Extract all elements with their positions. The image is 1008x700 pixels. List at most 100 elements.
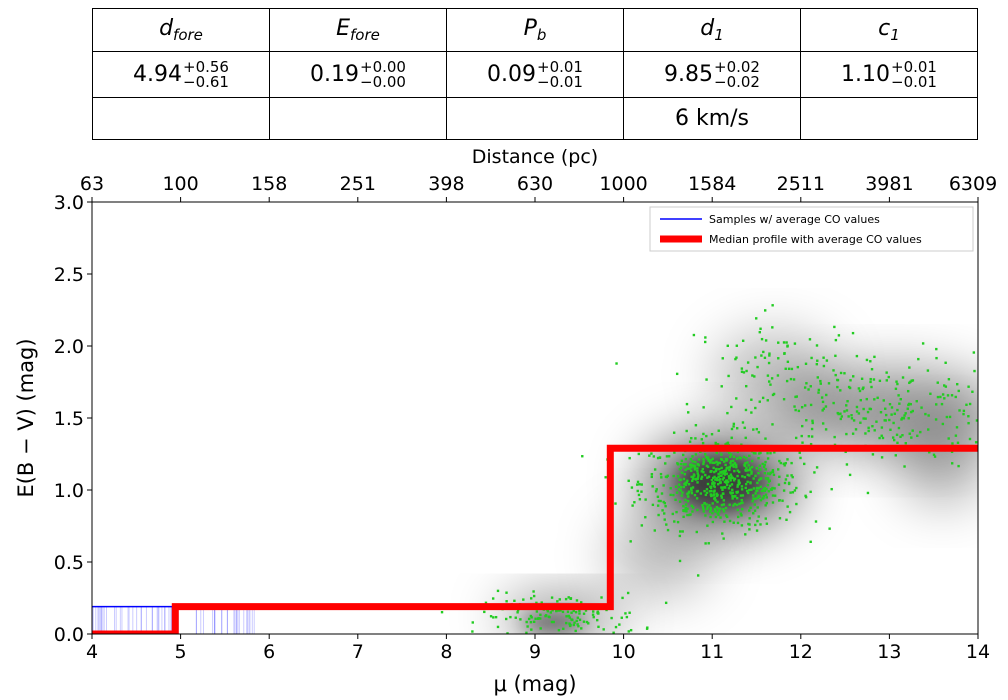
samples-line <box>92 447 978 608</box>
star-point <box>708 504 711 507</box>
star-point <box>625 615 629 619</box>
star-point <box>684 468 687 472</box>
star-point <box>917 357 920 361</box>
star-point <box>730 405 733 409</box>
star-point <box>878 379 882 383</box>
star-point <box>967 421 970 425</box>
star-point <box>769 451 772 455</box>
star-point <box>740 367 744 370</box>
star-point <box>621 596 624 600</box>
star-point <box>875 420 878 423</box>
table-extra-row: 6 km/s <box>92 97 978 140</box>
star-point <box>971 390 974 393</box>
star-point <box>746 480 749 484</box>
star-point <box>762 496 765 500</box>
star-point <box>855 354 859 358</box>
star-point <box>783 481 787 485</box>
star-point <box>880 434 883 437</box>
x-tick-label: 12 <box>789 641 813 663</box>
star-point <box>679 478 682 482</box>
star-point <box>777 357 780 360</box>
star-point <box>682 508 685 512</box>
star-point <box>696 574 700 577</box>
star-point <box>730 492 733 495</box>
star-point <box>720 385 723 388</box>
star-point <box>787 481 791 485</box>
star-point <box>692 333 696 337</box>
star-point <box>724 514 728 517</box>
x-tick-label: 11 <box>700 641 724 663</box>
star-point <box>540 601 543 604</box>
star-point <box>680 459 684 463</box>
star-point <box>768 354 771 357</box>
star-point <box>837 334 841 337</box>
star-point <box>741 475 744 478</box>
star-point <box>714 441 717 445</box>
star-point <box>943 384 946 387</box>
star-point <box>771 468 775 472</box>
star-point <box>710 489 713 493</box>
star-point <box>707 542 710 545</box>
star-point <box>811 419 814 423</box>
star-point <box>717 461 720 464</box>
star-point <box>767 361 771 365</box>
star-point <box>760 354 763 357</box>
y-tick-label: 3.0 <box>54 192 84 214</box>
star-point <box>576 616 580 619</box>
star-point <box>741 507 744 511</box>
star-point <box>754 497 757 500</box>
star-point <box>763 489 767 493</box>
star-point <box>716 507 719 510</box>
star-point <box>830 487 833 491</box>
star-point <box>773 451 776 454</box>
star-point <box>783 464 786 467</box>
star-point <box>575 599 579 602</box>
star-point <box>711 511 714 515</box>
star-point <box>772 392 776 396</box>
star-point <box>821 422 825 425</box>
star-point <box>610 616 613 620</box>
star-point <box>754 474 757 478</box>
star-point <box>558 598 561 601</box>
star-point <box>672 431 676 434</box>
x-tick-label: 4 <box>86 641 98 663</box>
x-tick-label: 10 <box>612 641 636 663</box>
star-point <box>637 493 641 497</box>
star-point <box>691 479 694 483</box>
x-axis-label: μ (mag) <box>493 672 576 696</box>
value-cell: 4.94 +0.56 −0.61 <box>92 51 270 98</box>
star-point <box>534 617 537 620</box>
star-point <box>675 510 678 514</box>
star-point <box>768 352 771 355</box>
star-point <box>741 501 744 504</box>
star-point <box>767 380 771 383</box>
x-tick-label: 8 <box>440 641 452 663</box>
star-point <box>584 609 588 612</box>
star-point <box>696 477 699 481</box>
density-blob <box>898 418 978 505</box>
star-point <box>738 502 741 506</box>
star-point <box>720 453 723 456</box>
star-point <box>822 407 826 410</box>
star-point <box>721 470 724 473</box>
star-point <box>765 522 769 525</box>
star-point <box>694 453 698 456</box>
star-point <box>839 412 842 415</box>
star-point <box>858 389 862 393</box>
star-point <box>749 468 752 472</box>
star-point <box>525 620 528 624</box>
top-tick-label: 251 <box>340 173 376 195</box>
star-point <box>919 430 922 434</box>
table-value-row: 4.94 +0.56 −0.61 0.19 +0.00 −0.00 0.09 +0.01−… <box>92 51 978 98</box>
star-point <box>717 513 720 516</box>
star-point <box>737 470 741 474</box>
star-point <box>704 514 707 517</box>
star-point <box>948 415 952 419</box>
star-point <box>660 492 664 495</box>
star-point <box>763 472 767 475</box>
star-point <box>881 436 885 440</box>
star-point <box>771 423 774 426</box>
star-point <box>776 468 780 471</box>
star-point <box>715 478 719 482</box>
star-point <box>769 471 772 474</box>
